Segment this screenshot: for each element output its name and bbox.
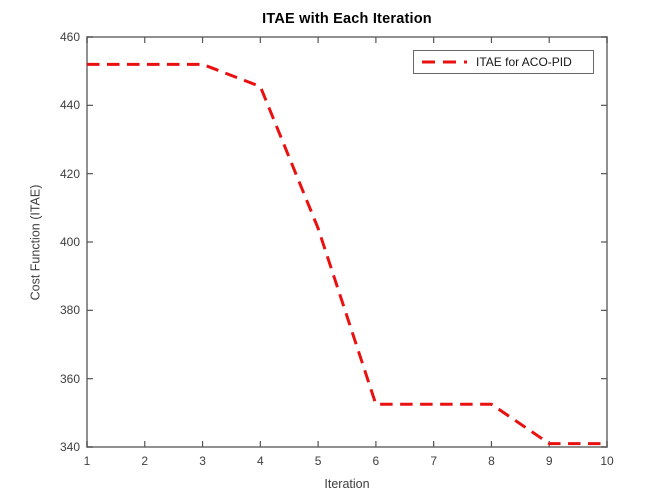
y-tick-label: 380 [59,303,80,318]
x-axis-label: Iteration [324,477,370,491]
legend-line-sample-icon [422,60,467,64]
y-tick-label: 400 [59,235,80,249]
x-tick-label: 4 [256,454,264,468]
y-axis-label: Cost Function (ITAE) [28,184,43,301]
series-line-itae [87,62,607,446]
x-tick-label: 2 [141,454,149,468]
x-tick-label: 3 [199,454,206,468]
y-tick-label: 460 [59,30,80,44]
x-tick-label: 6 [372,454,380,468]
legend: ITAE for ACO-PID [413,50,594,74]
x-tick-label: 10 [600,454,614,468]
y-tick-label: 420 [59,166,80,181]
legend-label: ITAE for ACO-PID [476,55,572,69]
x-tick-label: 1 [83,454,91,468]
x-tick-label: 9 [545,454,553,468]
y-tick-label: 340 [59,440,80,454]
chart-title: ITAE with Each Iteration [262,11,432,27]
y-tick-label: 440 [59,98,80,113]
x-tick-label: 7 [430,454,437,468]
x-tick-label: 5 [314,454,322,468]
y-tick-label: 360 [59,371,80,386]
x-tick-label: 8 [488,454,495,468]
plot-box [86,36,608,448]
